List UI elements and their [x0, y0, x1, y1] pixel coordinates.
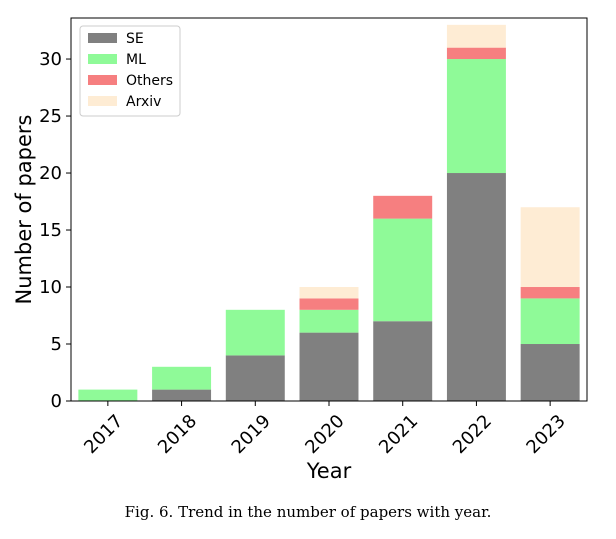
- legend-swatch-se: [88, 33, 117, 43]
- bar-ml-2022: [446, 59, 506, 174]
- stacked-bar-chart: 0 5 10 15 20 25 30 2017 2018 2019 2020 2021 2022 202…: [12, 17, 588, 483]
- bar-ml-2018: [152, 366, 212, 390]
- legend-label-arxiv: Arxiv: [126, 94, 161, 110]
- figure-caption: Fig. 6. Trend in the number of papers wi…: [124, 503, 492, 521]
- bar-se-2019: [225, 355, 285, 401]
- x-tick-label: 2020: [301, 411, 348, 458]
- x-tick-label: 2019: [228, 411, 275, 458]
- bar-others-2022: [446, 47, 506, 60]
- y-tick-label: 30: [39, 49, 62, 70]
- bar-arxiv-2023: [520, 207, 580, 288]
- legend-box: [79, 25, 181, 117]
- legend-label-ml: ML: [126, 52, 146, 68]
- bar-ml-2023: [520, 298, 580, 345]
- x-tick-label: 2018: [154, 411, 201, 458]
- bar-arxiv-2022: [446, 24, 506, 48]
- y-tick-label: 5: [51, 334, 62, 355]
- legend-swatch-others: [88, 75, 117, 85]
- bar-arxiv-2020: [299, 287, 359, 299]
- bar-ml-2019: [225, 309, 285, 356]
- bar-others-2021: [373, 195, 433, 219]
- y-tick-label: 15: [39, 220, 62, 241]
- x-tick-label: 2021: [375, 411, 422, 458]
- legend-label-se: SE: [126, 31, 144, 47]
- bar-ml-2020: [299, 309, 359, 333]
- y-tick-label: 10: [39, 277, 62, 298]
- bar-others-2023: [520, 287, 580, 299]
- x-axis-label: Year: [306, 459, 352, 483]
- bar-others-2020: [299, 298, 359, 310]
- legend-swatch-ml: [88, 54, 117, 64]
- bar-ml-2021: [373, 218, 433, 322]
- bar-se-2020: [299, 332, 359, 401]
- bar-se-2021: [373, 321, 433, 401]
- bars-layer: [78, 24, 580, 401]
- legend: SE ML Others Arxiv: [79, 25, 181, 117]
- x-tick-label: 2022: [449, 411, 496, 458]
- y-axis-ticks: 0 5 10 15 20 25 30: [39, 49, 71, 412]
- x-tick-label: 2023: [522, 411, 569, 458]
- y-tick-label: 25: [39, 106, 62, 127]
- y-tick-label: 20: [39, 163, 62, 184]
- x-axis-ticks: 2017 2018 2019 2020 2021 2022 2023: [80, 401, 570, 458]
- bar-ml-2017: [78, 389, 138, 401]
- legend-label-others: Others: [126, 73, 173, 89]
- y-axis-label: Number of papers: [12, 115, 36, 305]
- x-tick-label: 2017: [80, 411, 127, 458]
- legend-swatch-arxiv: [88, 96, 117, 106]
- y-tick-label: 0: [51, 391, 62, 412]
- bar-se-2022: [446, 173, 506, 401]
- bar-se-2023: [520, 344, 580, 401]
- bar-se-2018: [152, 389, 212, 401]
